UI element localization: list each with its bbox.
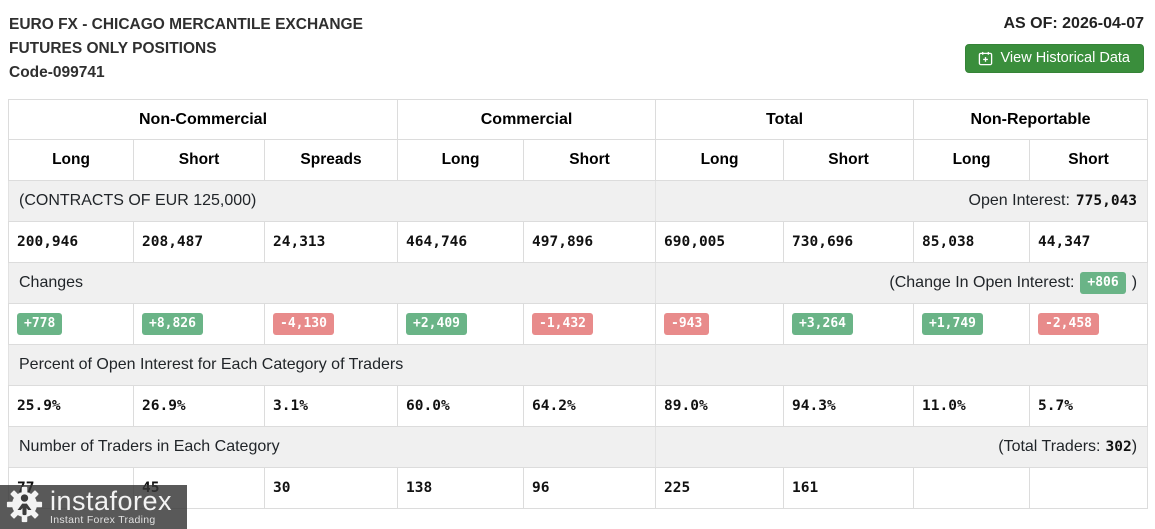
watermark-tagline: Instant Forex Trading xyxy=(50,514,156,527)
instaforex-watermark: instaforex Instant Forex Trading xyxy=(0,485,187,529)
change-open-interest-cell: (Change In Open Interest: +806 ) xyxy=(655,262,1149,304)
calendar-plus-icon xyxy=(978,51,993,66)
cot-report-table: Non-Commercial Commercial Total Non-Repo… xyxy=(7,99,1149,509)
change-badge: -1,432 xyxy=(532,313,593,335)
col-header-nc-spreads: Spreads xyxy=(263,139,399,181)
percent-header-right-cell xyxy=(655,344,1149,386)
open-interest-value: 775,043 xyxy=(1075,193,1138,209)
traders-label: Number of Traders in Each Category xyxy=(7,426,657,468)
change-cell: -4,130 xyxy=(263,303,399,345)
change-badge: -2,458 xyxy=(1038,313,1099,335)
position-value: 85,038 xyxy=(913,221,1031,263)
group-total: Total xyxy=(655,99,915,140)
view-historical-data-button[interactable]: View Historical Data xyxy=(964,44,1144,73)
col-header-nc-long: Long xyxy=(8,139,134,181)
watermark-brand: instaforex xyxy=(50,486,173,517)
open-interest-cell: Open Interest: 775,043 xyxy=(655,180,1149,222)
col-header-nc-short: Short xyxy=(133,139,265,181)
change-oi-badge: +806 xyxy=(1080,272,1126,294)
position-value: 44,347 xyxy=(1029,221,1149,263)
view-historical-data-label: View Historical Data xyxy=(1000,50,1130,66)
gear-person-icon xyxy=(6,485,43,529)
report-title: EURO FX - CHICAGO MERCANTILE EXCHANGE xyxy=(9,16,363,33)
traders-header-row: Number of Traders in Each Category (Tota… xyxy=(7,426,1149,468)
traders-value: 30 xyxy=(263,467,399,509)
position-value: 208,487 xyxy=(133,221,265,263)
change-badge: +2,409 xyxy=(406,313,467,335)
col-header-nr-short: Short xyxy=(1029,139,1149,181)
watermark-text: instaforex Instant Forex Trading xyxy=(50,488,172,526)
changes-label: Changes xyxy=(7,262,657,304)
group-non-commercial: Non-Commercial xyxy=(7,99,399,140)
change-badge: +3,264 xyxy=(792,313,853,335)
report-header: EURO FX - CHICAGO MERCANTILE EXCHANGE FU… xyxy=(0,0,1155,85)
change-cell: -1,432 xyxy=(523,303,657,345)
total-traders-label: (Total Traders: xyxy=(998,438,1101,455)
group-commercial: Commercial xyxy=(397,99,657,140)
change-badge: -4,130 xyxy=(273,313,334,335)
open-interest-label: Open Interest: xyxy=(968,192,1070,209)
changes-header-row: Changes (Change In Open Interest: +806 ) xyxy=(7,262,1149,304)
contracts-open-interest-row: (CONTRACTS OF EUR 125,000) Open Interest… xyxy=(7,180,1149,222)
change-cell: +2,409 xyxy=(397,303,525,345)
percent-value: 64.2% xyxy=(523,385,657,427)
position-value: 200,946 xyxy=(8,221,134,263)
percent-value: 89.0% xyxy=(655,385,785,427)
change-cell: +1,749 xyxy=(913,303,1031,345)
percent-value: 94.3% xyxy=(783,385,915,427)
changes-row: +778 +8,826 -4,130 +2,409 -1,432 -943 +3… xyxy=(8,303,1149,345)
total-traders-suffix: ) xyxy=(1131,438,1138,455)
percent-label: Percent of Open Interest for Each Catego… xyxy=(7,344,657,386)
total-traders-value: 302 xyxy=(1105,439,1132,455)
change-cell: +3,264 xyxy=(783,303,915,345)
percent-value: 11.0% xyxy=(913,385,1031,427)
position-value: 497,896 xyxy=(523,221,657,263)
change-badge: -943 xyxy=(664,313,710,335)
col-header-t-long: Long xyxy=(655,139,785,181)
column-subheader-row: Long Short Spreads Long Short Long Short… xyxy=(8,139,1149,181)
position-value: 730,696 xyxy=(783,221,915,263)
change-oi-label: (Change In Open Interest: xyxy=(889,274,1075,291)
change-oi-suffix: ) xyxy=(1131,274,1138,291)
group-non-reportable: Non-Reportable xyxy=(913,99,1149,140)
change-badge: +1,749 xyxy=(922,313,983,335)
total-traders-cell: (Total Traders: 302 ) xyxy=(655,426,1149,468)
traders-value: 96 xyxy=(523,467,657,509)
percent-value: 25.9% xyxy=(8,385,134,427)
change-cell: +778 xyxy=(8,303,134,345)
position-value: 690,005 xyxy=(655,221,785,263)
change-badge: +8,826 xyxy=(142,313,203,335)
report-subtitle: FUTURES ONLY POSITIONS xyxy=(9,40,217,57)
traders-value: 138 xyxy=(397,467,525,509)
percents-row: 25.9% 26.9% 3.1% 60.0% 64.2% 89.0% 94.3%… xyxy=(8,385,1149,427)
report-header-right: AS OF: 2026-04-07 View Historical Data xyxy=(964,13,1146,73)
change-cell: -2,458 xyxy=(1029,303,1149,345)
positions-row: 200,946 208,487 24,313 464,746 497,896 6… xyxy=(8,221,1149,263)
contracts-label: (CONTRACTS OF EUR 125,000) xyxy=(7,180,657,222)
change-cell: +8,826 xyxy=(133,303,265,345)
percent-value: 3.1% xyxy=(263,385,399,427)
change-badge: +778 xyxy=(17,313,63,335)
position-value: 24,313 xyxy=(263,221,399,263)
report-title-block: EURO FX - CHICAGO MERCANTILE EXCHANGE FU… xyxy=(9,13,363,85)
column-group-header-row: Non-Commercial Commercial Total Non-Repo… xyxy=(7,99,1149,140)
col-header-nr-long: Long xyxy=(913,139,1031,181)
position-value: 464,746 xyxy=(397,221,525,263)
traders-value: 225 xyxy=(655,467,785,509)
traders-value: 161 xyxy=(783,467,915,509)
percent-value: 60.0% xyxy=(397,385,525,427)
col-header-t-short: Short xyxy=(783,139,915,181)
traders-value xyxy=(1029,467,1149,509)
traders-value xyxy=(913,467,1031,509)
percent-header-row: Percent of Open Interest for Each Catego… xyxy=(7,344,1149,386)
report-code: Code-099741 xyxy=(9,64,105,81)
percent-value: 5.7% xyxy=(1029,385,1149,427)
col-header-c-long: Long xyxy=(397,139,525,181)
change-cell: -943 xyxy=(655,303,785,345)
col-header-c-short: Short xyxy=(523,139,657,181)
as-of-date: AS OF: 2026-04-07 xyxy=(1003,15,1144,32)
percent-value: 26.9% xyxy=(133,385,265,427)
